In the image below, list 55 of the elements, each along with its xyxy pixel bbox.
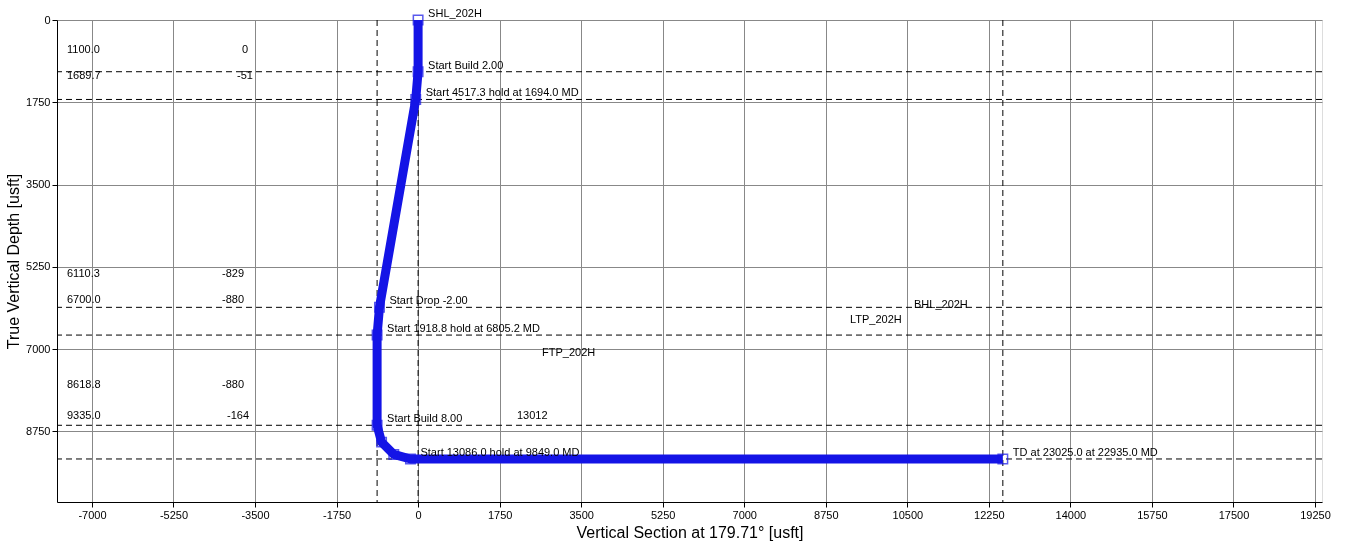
- x-tick-label: 10500: [892, 508, 924, 521]
- x-tick-label: -7000: [78, 508, 107, 521]
- annotation: 8618.8: [67, 378, 101, 390]
- annotation: LTP_202H: [850, 313, 902, 325]
- x-tick-label: 14000: [1055, 508, 1087, 521]
- annotation: 6700.0: [67, 293, 101, 305]
- annotation: -51: [237, 69, 253, 81]
- x-tick-label: -5250: [159, 508, 189, 521]
- y-tick-label: 3500: [26, 178, 51, 191]
- y-tick-label: 0: [44, 13, 51, 26]
- x-tick-label: -3500: [241, 508, 270, 521]
- x-axis-title: Vertical Section at 179.71° [usft]: [576, 523, 804, 541]
- annotation: 6110.3: [67, 267, 100, 279]
- point: [371, 329, 383, 341]
- x-tick-label: 15750: [1137, 508, 1168, 521]
- y-tick-label: 7000: [26, 342, 51, 355]
- x-tick-label: 0: [415, 508, 422, 521]
- x-tick-label: 3500: [569, 508, 594, 521]
- annotation: Start Build 2.00: [428, 58, 504, 71]
- annotation: 1689.7: [67, 69, 101, 81]
- annotation: TD at 23025.0 at 22935.0 MD: [1012, 445, 1158, 458]
- annotation: -880: [222, 293, 245, 305]
- y-tick-label: 1750: [26, 95, 51, 108]
- annotation: FTP_202H: [542, 346, 596, 358]
- y-axis-title: True Vertical Depth [usft]: [5, 173, 23, 350]
- x-tick-label: 7000: [732, 508, 757, 521]
- annotation: -880: [222, 378, 245, 390]
- point: [371, 419, 383, 431]
- x-tick-label: 17500: [1218, 508, 1250, 521]
- annotation: Start Drop -2.00: [389, 294, 468, 307]
- annotation: Start 4517.3 hold at 1694.0 MD: [425, 86, 579, 99]
- annotation: 13012: [517, 409, 548, 421]
- y-tick-label: 5250: [26, 260, 51, 273]
- x-tick-label: 1750: [487, 508, 513, 521]
- point: [410, 93, 422, 105]
- point: [404, 453, 416, 465]
- annotation: SHL_202H: [428, 7, 482, 19]
- annotation: 0: [242, 43, 249, 55]
- annotation: Start 13086.0 hold at 9849.0 MD: [420, 445, 580, 458]
- x-tick-label: -1750: [322, 508, 352, 521]
- y-tick-label: 8750: [26, 424, 51, 437]
- x-tick-label: 5250: [650, 508, 676, 521]
- x-tick-label: 19250: [1300, 508, 1331, 521]
- annotation: 1100.0: [67, 43, 100, 55]
- point: [997, 453, 1009, 465]
- annotation: Start 1918.8 hold at 6805.2 MD: [387, 322, 541, 335]
- x-tick-label: 12250: [974, 508, 1005, 521]
- point: [412, 66, 424, 78]
- annotation: BHL_202H: [914, 298, 968, 310]
- annotation: -164: [227, 409, 250, 421]
- annotation: 9335.0: [67, 409, 101, 421]
- annotation: -829: [222, 267, 245, 279]
- annotation: Start Build 8.00: [387, 412, 463, 425]
- x-tick-label: 8750: [814, 508, 839, 521]
- point: [412, 14, 424, 26]
